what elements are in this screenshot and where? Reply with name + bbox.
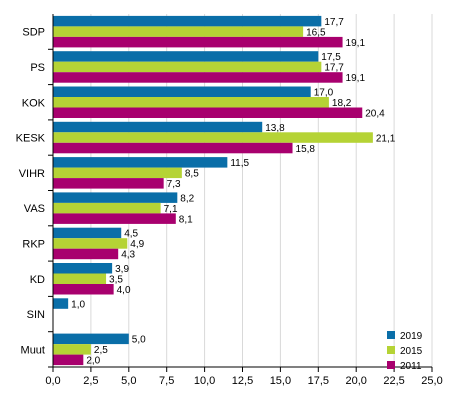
bar-2011 [53,36,343,48]
data-label: 8,5 [185,169,199,180]
category-label: KD [30,274,45,286]
data-label: 15,8 [296,144,316,155]
category-label: KESK [16,133,46,145]
bar-2019 [53,86,311,97]
category-label: VAS [24,203,45,215]
bar-2019 [53,157,228,168]
bar-2015 [53,167,182,179]
data-label: 17,7 [324,17,344,28]
bar-2019 [53,298,69,309]
data-label: 18,2 [332,98,352,109]
legend: 2019 2015 2011 [387,331,423,372]
data-label: 19,1 [346,73,366,84]
data-label: 8,1 [179,214,193,225]
legend-label: 2011 [400,361,422,372]
legend-label: 2015 [400,346,423,357]
data-label: 3,5 [109,275,123,286]
data-label: 4,9 [130,239,144,250]
data-label: 2,0 [86,356,100,367]
bar-2011 [53,284,114,295]
bar-2011 [53,107,363,118]
bars: 17,716,519,117,517,719,117,018,220,413,8… [53,15,396,367]
category-labels: SDP PS KOK KESK VIHR VAS RKP KD SIN Muut [16,27,46,357]
data-label: 16,5 [306,27,326,38]
data-label: 17,5 [321,52,341,63]
bar-2019 [53,333,129,345]
bar-2011 [53,72,343,83]
data-label: 17,7 [324,63,344,74]
x-tick-label: 0,0 [45,375,60,387]
data-label: 11,5 [230,158,249,169]
bar-2019 [53,192,178,203]
data-label: 3,9 [115,264,129,275]
bar-2015 [53,273,107,284]
bar-2019 [53,121,263,133]
data-label: 2,5 [94,345,108,356]
legend-swatch-2015 [387,346,395,354]
data-label: 7,3 [167,179,181,190]
data-label: 19,1 [346,38,366,49]
x-tick-label: 12,5 [232,375,253,387]
bar-2015 [53,238,128,249]
x-axis: 0,0 2,5 5,0 7,5 10,0 12,5 15,0 17,5 20,0 22,5 25,0 [45,14,443,387]
data-label: 4,3 [121,250,135,261]
x-tick-label: 20,0 [345,375,366,387]
data-label: 5,0 [132,335,146,346]
x-tick-label: 25,0 [421,375,442,387]
x-tick-label: 5,0 [121,375,136,387]
data-label: 1,0 [71,299,85,310]
bar-2011 [53,354,84,366]
data-label: 17,0 [314,88,334,99]
x-tick-label: 7,5 [159,375,174,387]
bar-2011 [53,248,119,260]
legend-swatch-2019 [387,331,395,339]
x-tick-label: 22,5 [383,375,404,387]
bar-2019 [53,227,122,239]
category-label: PS [30,62,45,74]
category-label: KOK [22,97,46,109]
x-tick-label: 2,5 [83,375,98,387]
data-label: 20,4 [365,109,385,120]
bar-2015 [53,344,91,355]
bar-2019 [53,51,319,62]
bar-2011 [53,178,164,189]
data-label: 4,5 [124,229,138,240]
bar-2011 [53,213,176,224]
bar-2015 [53,202,161,214]
bar-2015 [53,61,322,73]
category-label: Muut [21,344,45,356]
legend-label: 2019 [400,331,423,342]
x-tick-label: 17,5 [308,375,329,387]
legend-swatch-2011 [387,361,395,369]
bar-2015 [53,97,329,108]
data-label: 21,1 [376,133,396,144]
data-label: 4,0 [117,285,131,296]
bar-2015 [53,26,304,37]
category-label: SIN [27,309,45,321]
data-label: 13,8 [265,123,285,134]
data-label: 8,2 [180,193,194,204]
bar-2011 [53,142,293,154]
bar-2015 [53,132,373,143]
x-tick-label: 10,0 [194,375,215,387]
x-tick-label: 15,0 [270,375,291,387]
category-label: RKP [22,238,45,250]
bar-2019 [53,263,113,274]
data-label: 7,1 [164,204,178,215]
category-label: VIHR [19,168,45,180]
bar-2019 [53,15,322,27]
category-label: SDP [22,27,45,39]
